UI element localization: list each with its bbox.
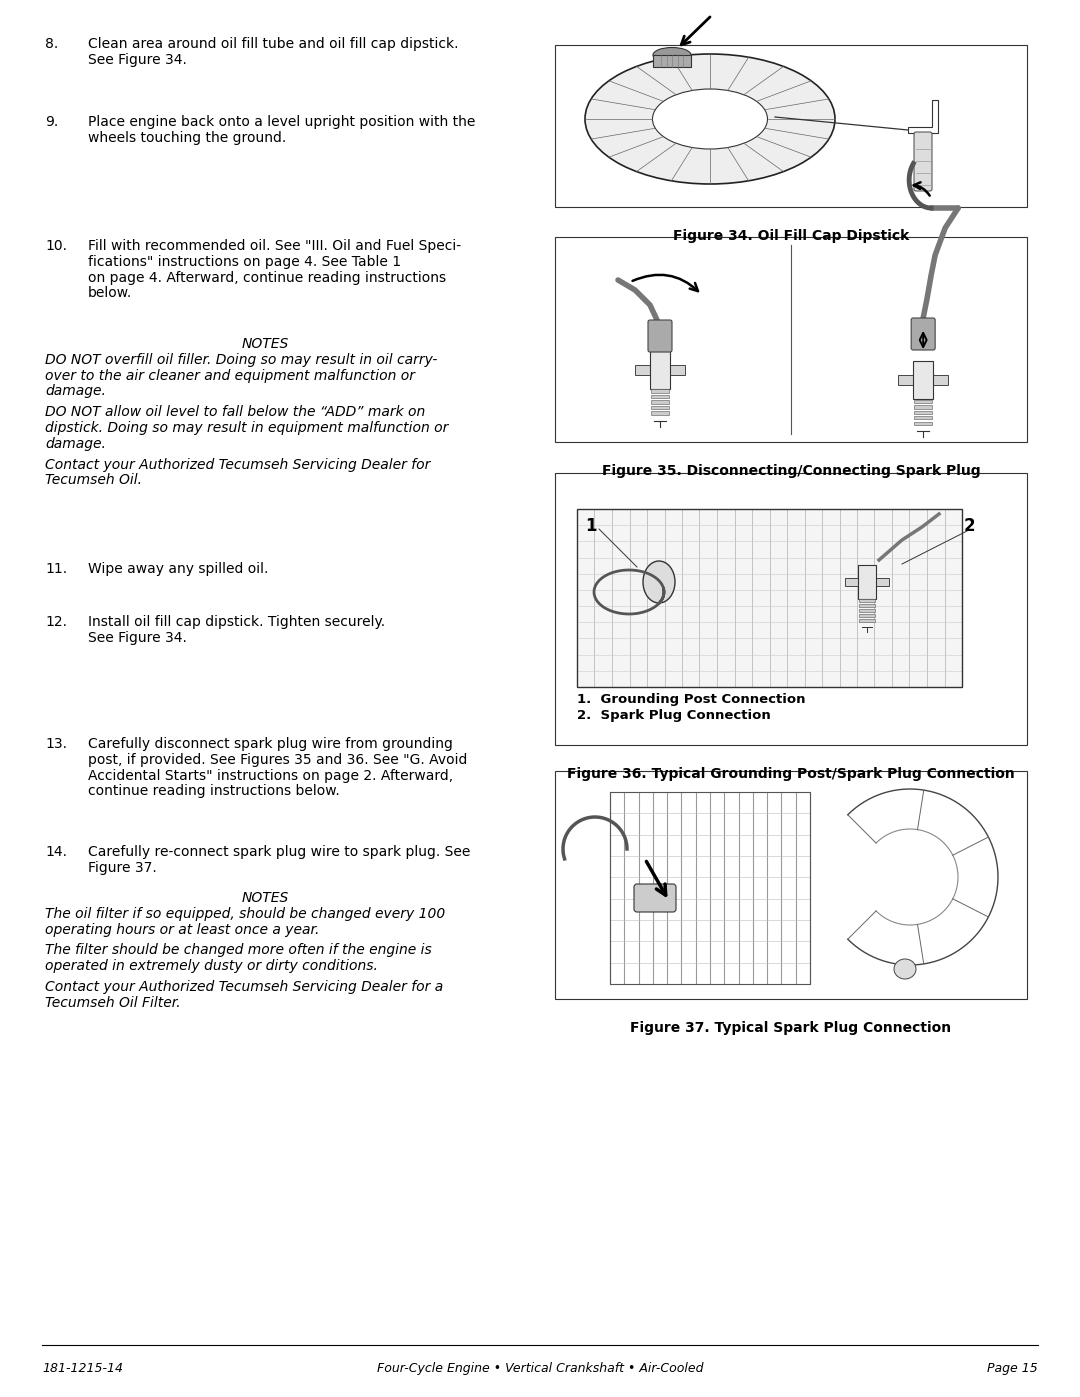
Ellipse shape	[643, 562, 675, 604]
Bar	[914, 411, 932, 414]
Text: 14.: 14.	[45, 845, 67, 859]
Text: Install oil fill cap dipstick. Tighten securely.: Install oil fill cap dipstick. Tighten s…	[87, 615, 386, 629]
Polygon shape	[908, 101, 939, 133]
Bar	[914, 416, 932, 419]
Text: See Figure 34.: See Figure 34.	[87, 53, 187, 67]
Text: NOTES: NOTES	[241, 891, 288, 905]
Text: 11.: 11.	[45, 562, 67, 576]
Text: dipstick. Doing so may result in equipment malfunction or: dipstick. Doing so may result in equipme…	[45, 420, 448, 434]
Bar	[555, 45, 1027, 207]
Ellipse shape	[894, 958, 916, 979]
Text: fications" instructions on page 4. See Table 1: fications" instructions on page 4. See T…	[87, 254, 401, 268]
Text: on page 4. Afterward, continue reading instructions: on page 4. Afterward, continue reading i…	[87, 271, 446, 285]
Ellipse shape	[653, 47, 691, 63]
Text: over to the air cleaner and equipment malfunction or: over to the air cleaner and equipment ma…	[45, 369, 415, 383]
Text: Figure 37. Typical Spark Plug Connection: Figure 37. Typical Spark Plug Connection	[631, 1021, 951, 1035]
Text: See Figure 34.: See Figure 34.	[87, 631, 187, 645]
Text: wheels touching the ground.: wheels touching the ground.	[87, 131, 286, 145]
Text: Figure 35. Disconnecting/Connecting Spark Plug: Figure 35. Disconnecting/Connecting Spar…	[602, 464, 981, 478]
Bar	[555, 237, 1027, 441]
Text: Figure 36. Typical Grounding Post/Spark Plug Connection: Figure 36. Typical Grounding Post/Spark …	[567, 767, 1015, 781]
Text: damage.: damage.	[45, 384, 106, 398]
FancyBboxPatch shape	[914, 360, 933, 400]
FancyBboxPatch shape	[635, 365, 685, 374]
Bar	[653, 54, 691, 67]
Bar	[651, 407, 669, 409]
Text: Fill with recommended oil. See "III. Oil and Fuel Speci-: Fill with recommended oil. See "III. Oil…	[87, 239, 461, 253]
Bar	[859, 604, 875, 608]
Text: Accidental Starts" instructions on page 2. Afterward,: Accidental Starts" instructions on page …	[87, 768, 454, 782]
Bar	[610, 792, 810, 983]
Ellipse shape	[585, 54, 835, 184]
Text: Contact your Authorized Tecumseh Servicing Dealer for a: Contact your Authorized Tecumseh Servici…	[45, 981, 443, 995]
Text: Page 15: Page 15	[987, 1362, 1038, 1375]
FancyBboxPatch shape	[914, 131, 932, 191]
Bar	[859, 619, 875, 622]
Bar	[651, 412, 669, 415]
Text: 1: 1	[585, 517, 596, 535]
FancyBboxPatch shape	[899, 374, 948, 386]
Text: 1.  Grounding Post Connection: 1. Grounding Post Connection	[577, 693, 806, 705]
FancyBboxPatch shape	[845, 577, 889, 587]
Text: 181-1215-14: 181-1215-14	[42, 1362, 123, 1375]
FancyBboxPatch shape	[912, 319, 935, 351]
Text: DO NOT allow oil level to fall below the “ADD” mark on: DO NOT allow oil level to fall below the…	[45, 405, 426, 419]
Text: operating hours or at least once a year.: operating hours or at least once a year.	[45, 922, 320, 936]
Bar	[914, 400, 932, 402]
FancyBboxPatch shape	[634, 884, 676, 912]
Text: 13.: 13.	[45, 738, 67, 752]
Text: Tecumseh Oil Filter.: Tecumseh Oil Filter.	[45, 996, 180, 1010]
Text: damage.: damage.	[45, 437, 106, 451]
Text: Wipe away any spilled oil.: Wipe away any spilled oil.	[87, 562, 268, 576]
Text: Place engine back onto a level upright position with the: Place engine back onto a level upright p…	[87, 115, 475, 129]
Text: below.: below.	[87, 286, 132, 300]
Text: The filter should be changed more often if the engine is: The filter should be changed more often …	[45, 943, 432, 957]
Bar	[859, 609, 875, 612]
Text: 2.  Spark Plug Connection: 2. Spark Plug Connection	[577, 708, 771, 722]
Bar	[651, 395, 669, 398]
Text: Carefully re-connect spark plug wire to spark plug. See: Carefully re-connect spark plug wire to …	[87, 845, 471, 859]
Bar	[914, 405, 932, 408]
Bar	[651, 401, 669, 404]
FancyBboxPatch shape	[648, 320, 672, 352]
Text: 9.: 9.	[45, 115, 58, 129]
Bar	[914, 422, 932, 425]
Text: post, if provided. See Figures 35 and 36. See "G. Avoid: post, if provided. See Figures 35 and 36…	[87, 753, 468, 767]
Bar	[555, 771, 1027, 999]
Bar	[859, 599, 875, 602]
Ellipse shape	[652, 89, 768, 149]
Text: continue reading instructions below.: continue reading instructions below.	[87, 784, 340, 799]
Text: Figure 37.: Figure 37.	[87, 861, 157, 875]
FancyBboxPatch shape	[859, 566, 876, 599]
Text: DO NOT overfill oil filler. Doing so may result in oil carry-: DO NOT overfill oil filler. Doing so may…	[45, 353, 437, 367]
Bar	[651, 390, 669, 393]
Text: 8.: 8.	[45, 36, 58, 52]
Text: Clean area around oil fill tube and oil fill cap dipstick.: Clean area around oil fill tube and oil …	[87, 36, 459, 52]
Text: 12.: 12.	[45, 615, 67, 629]
Text: NOTES: NOTES	[241, 337, 288, 351]
Text: Contact your Authorized Tecumseh Servicing Dealer for: Contact your Authorized Tecumseh Servici…	[45, 458, 430, 472]
Text: Figure 34. Oil Fill Cap Dipstick: Figure 34. Oil Fill Cap Dipstick	[673, 229, 909, 243]
Bar	[577, 509, 962, 687]
Text: 10.: 10.	[45, 239, 67, 253]
Bar	[577, 509, 962, 687]
Text: 2: 2	[964, 517, 975, 535]
FancyBboxPatch shape	[650, 351, 670, 388]
Bar	[859, 613, 875, 616]
Text: Carefully disconnect spark plug wire from grounding: Carefully disconnect spark plug wire fro…	[87, 738, 453, 752]
Text: operated in extremely dusty or dirty conditions.: operated in extremely dusty or dirty con…	[45, 960, 378, 974]
Text: The oil filter if so equipped, should be changed every 100: The oil filter if so equipped, should be…	[45, 907, 445, 921]
Text: Tecumseh Oil.: Tecumseh Oil.	[45, 474, 141, 488]
Bar	[555, 474, 1027, 745]
Text: Four-Cycle Engine • Vertical Crankshaft • Air-Cooled: Four-Cycle Engine • Vertical Crankshaft …	[377, 1362, 703, 1375]
